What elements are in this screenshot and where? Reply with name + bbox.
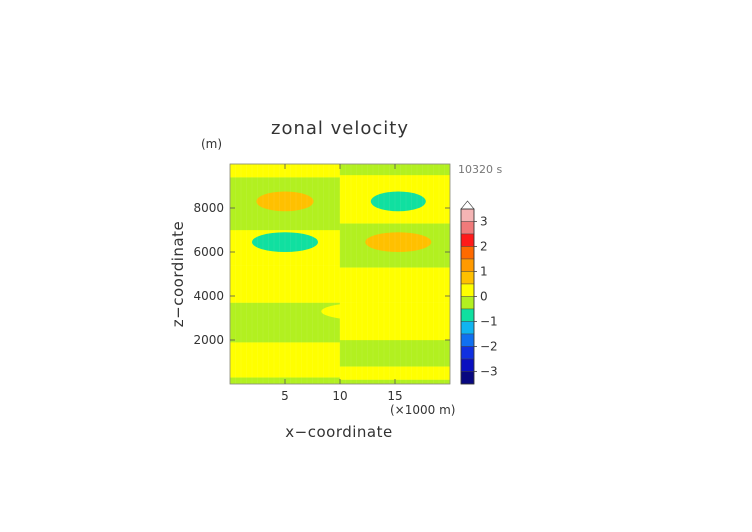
negative-blob: [252, 232, 318, 253]
x-tick-label: 15: [387, 389, 402, 403]
y-tick-label: 2000: [193, 333, 224, 347]
colorbar-tick-label: 0: [480, 290, 488, 304]
y-tick-label: 4000: [193, 289, 224, 303]
colorbar-swatch: [460, 208, 475, 222]
x-axis-label: x−coordinate: [285, 423, 392, 441]
plot-area: [229, 163, 451, 385]
colorbar-extend-arrow: [460, 200, 475, 210]
colorbar-tick-label: 2: [480, 240, 488, 254]
colorbar-tick-label: −1: [480, 315, 498, 329]
colorbar-swatch: [460, 283, 475, 297]
y-axis: 2000 4000 6000 8000: [193, 201, 450, 347]
colorbar-swatch: [460, 371, 475, 385]
colorbar-swatch: [460, 258, 475, 272]
colorbar-swatch: [460, 221, 475, 235]
colorbar-swatch: [460, 233, 475, 247]
colorbar: 3 2 1 0 −1 −2 −3: [460, 200, 498, 385]
colorbar-swatch: [460, 271, 475, 285]
colorbar-swatch: [460, 308, 475, 322]
colorbar-tick-label: −3: [480, 365, 498, 379]
positive-blob: [256, 191, 314, 212]
colorbar-swatch: [460, 333, 475, 347]
colorbar-swatch: [460, 346, 475, 360]
x-unit-label: (×1000 m): [390, 403, 455, 417]
y-tick-label: 6000: [193, 245, 224, 259]
positive-blob: [365, 232, 432, 253]
negative-blob: [370, 191, 426, 212]
contour-lens: [321, 302, 414, 321]
colorbar-swatch: [460, 321, 475, 335]
y-tick-label: 8000: [193, 201, 224, 215]
y-axis-label: z−coordinate: [169, 221, 187, 327]
colorbar-swatch: [460, 296, 475, 310]
time-label: 10320 s: [458, 163, 502, 176]
colorbar-tick-label: −2: [480, 340, 498, 354]
chart-title: zonal velocity: [271, 118, 409, 139]
colorbar-tick-label: 1: [480, 265, 488, 279]
colorbar-swatch: [460, 246, 475, 260]
x-tick-label: 5: [281, 389, 289, 403]
y-unit-label: (m): [201, 137, 222, 151]
x-tick-label: 10: [332, 389, 347, 403]
colorbar-tick-label: 3: [480, 215, 488, 229]
colorbar-swatch: [460, 358, 475, 372]
x-axis: 5 10 15: [281, 164, 403, 403]
